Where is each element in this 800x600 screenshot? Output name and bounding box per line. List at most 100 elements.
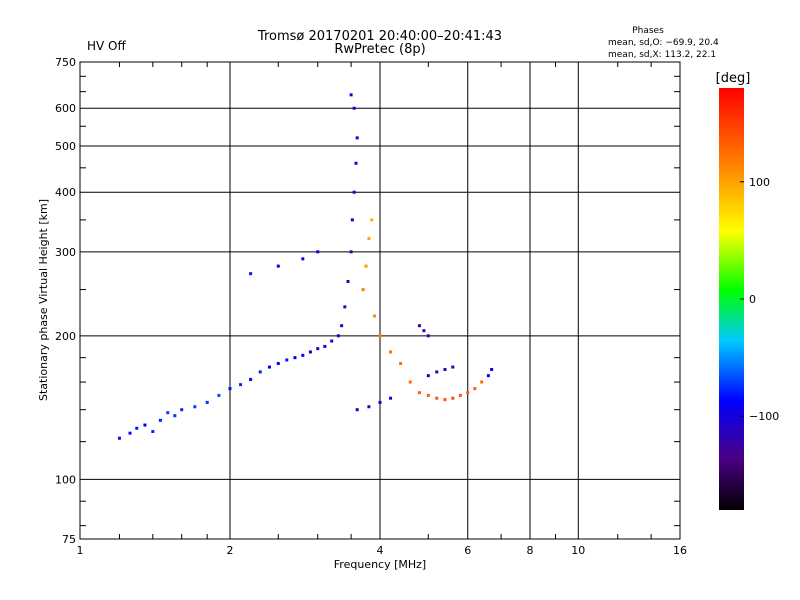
echo-point [276,361,280,365]
echo-point [435,370,439,374]
y-axis-label: Stationary phase Virtual Height [km] [37,199,50,401]
x-tick-label: 2 [227,544,234,557]
echo-point [480,380,484,384]
echo-point [417,324,421,328]
tick-marks [80,62,680,539]
echo-point [258,370,262,374]
echo-point [451,396,455,400]
echo-point [267,365,271,369]
y-tick-label: 75 [62,533,76,546]
echo-point [135,426,139,430]
echo-point [323,344,327,348]
echo-point [399,361,403,365]
echo-point [316,347,320,351]
x-tick-label: 10 [571,544,585,557]
echo-point [422,329,426,333]
echo-point [490,367,494,371]
echo-point [389,396,393,400]
echo-point [408,380,412,384]
echo-point [373,314,377,318]
echo-point [443,398,447,402]
echo-point [378,334,382,338]
echo-point [473,387,477,391]
echo-point [158,418,162,422]
echo-point [352,190,356,194]
grid-lines [80,62,680,539]
colorbar-gradient [719,88,744,510]
echo-point [426,374,430,378]
x-tick-label: 1 [77,544,84,557]
echo-point [276,264,280,268]
echo-point [228,387,232,391]
stats-o: mean, sd,O: −69.9, 20.4 [608,38,719,48]
echo-point [486,374,490,378]
echo-point [293,356,297,360]
echo-point [346,279,350,283]
echo-point [352,106,356,110]
echo-point [378,400,382,404]
chart-title: Tromsø 20170201 20:40:00–20:41:43 [257,29,502,44]
y-tick-label: 200 [55,330,76,343]
echo-point [249,377,253,381]
echo-point [151,430,155,434]
colorbar: [deg] 100 0 −100 [716,71,779,510]
echo-point [426,334,430,338]
echo-point [285,358,289,362]
echo-point [451,365,455,369]
echo-point [336,334,340,338]
echo-point [205,400,209,404]
y-tick-label: 400 [55,186,76,199]
tick-labels: 1 2 4 6 8 10 16 75 100 200 300 400 500 600 750 [55,56,687,557]
echo-point [143,423,147,427]
colorbar-tick-label: 0 [749,293,756,306]
echo-point [370,218,374,222]
x-axis-label: Frequency [MHz] [334,558,426,571]
colorbar-ticks: 100 0 −100 [740,176,779,423]
stats-title: Phases [632,26,664,36]
echo-point [466,391,470,395]
echo-point [301,353,305,357]
x-tick-label: 6 [464,544,471,557]
echo-point [330,339,334,343]
echo-point [389,350,393,354]
echo-point [166,411,170,415]
echo-point [361,288,365,292]
echo-point [426,393,430,397]
hv-status: HV Off [87,39,126,53]
y-tick-label: 500 [55,140,76,153]
echo-point [343,305,347,309]
echo-point [458,393,462,397]
echo-point [193,405,197,409]
echo-point [355,136,359,140]
echo-point [417,391,421,395]
y-tick-label: 750 [55,56,76,69]
echo-point [239,383,243,387]
echo-point [128,431,132,435]
echo-point [301,257,305,261]
echo-point [173,414,177,418]
echo-point [364,264,368,268]
y-tick-label: 100 [55,473,76,486]
x-tick-label: 16 [673,544,687,557]
x-tick-label: 4 [377,544,384,557]
echo-point [180,408,184,412]
echo-point [354,161,358,165]
colorbar-tick-label: 100 [749,176,770,189]
echo-point [355,408,359,412]
colorbar-tick-label: −100 [749,410,779,423]
echo-point [340,324,344,328]
echo-point [217,393,221,397]
y-tick-label: 300 [55,246,76,259]
echo-point [349,93,353,97]
echo-point [249,272,253,276]
data-points [117,93,494,440]
echo-point [308,350,312,354]
colorbar-label: [deg] [716,71,751,86]
echo-point [350,218,354,222]
chart-subtitle: RwPretec (8p) [334,42,425,57]
stats-x: mean, sd,X: 113.2, 22.1 [608,50,716,60]
x-tick-label: 8 [527,544,534,557]
echo-point [117,436,121,440]
echo-point [367,236,371,240]
